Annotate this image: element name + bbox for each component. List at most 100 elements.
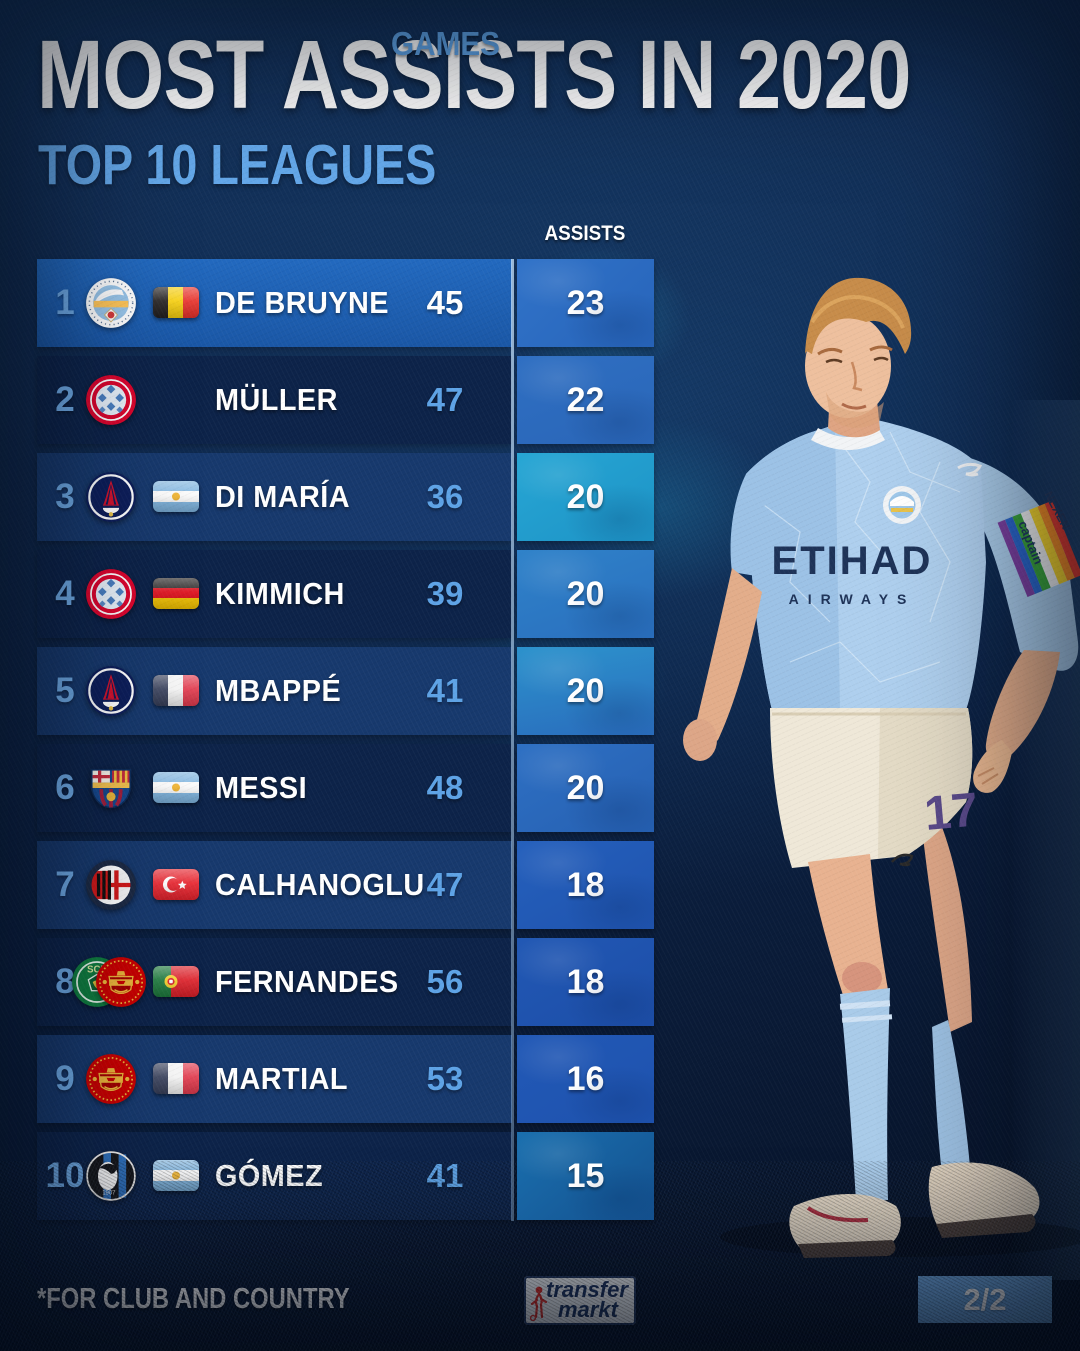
club-badge-barcelona [85, 762, 137, 814]
assists-value: 22 [566, 380, 605, 419]
assists-cell: 18 [517, 938, 654, 1026]
games-value: 47 [426, 381, 464, 418]
jersey-sponsor-subtext: AIRWAYS [789, 591, 916, 607]
rank-label: 7 [55, 865, 75, 904]
rank-label: 9 [55, 1059, 75, 1098]
puma-logo [957, 462, 983, 477]
jersey-sponsor-text: ETIHAD [772, 539, 933, 583]
captain-armband: captain [997, 500, 1080, 597]
assists-value: 18 [566, 865, 605, 904]
column-header-assists: ASSISTS [544, 222, 626, 245]
assists-cell: 15 [517, 1132, 654, 1220]
flag-france [153, 675, 199, 706]
flag-belgium [153, 287, 199, 318]
games-value: 53 [426, 1060, 464, 1097]
table-rows: 1 DE BRUYNE 45 23 2 MÜLLER 47 22 3 DI MA… [37, 259, 655, 1220]
assists-value: 18 [566, 962, 605, 1001]
assists-value: 20 [566, 768, 605, 807]
assists-value: 15 [566, 1156, 605, 1195]
club-badge-man-united [85, 1053, 137, 1105]
games-value: 41 [426, 672, 464, 709]
footnote: *FOR CLUB AND COUNTRY [37, 1283, 350, 1315]
table-row: 8 SCP FERNANDES 56 18 [37, 938, 655, 1026]
table-row: 1 DE BRUYNE 45 23 [37, 259, 655, 347]
flag-germany [153, 578, 199, 609]
assists-value: 16 [566, 1059, 605, 1098]
player-name: MARTIAL [215, 1061, 348, 1096]
club-badge-psg [85, 471, 137, 523]
assists-cell: 16 [517, 1035, 654, 1123]
table-row: 7 CALHANOGLU 47 18 [37, 841, 655, 929]
flag-argentina [153, 1160, 199, 1191]
flag-portugal [153, 966, 199, 997]
svg-text:SCP: SCP [87, 964, 108, 975]
player-photo: captain NEXEN [683, 277, 1080, 1258]
club-badges [85, 568, 137, 620]
club-badges: SCP [71, 956, 147, 1008]
player-name: KIMMICH [215, 576, 345, 611]
club-badges [85, 471, 137, 523]
table-row: 4 KIMMICH 39 20 [37, 550, 655, 638]
player-name: CALHANOGLU [215, 867, 425, 902]
rankings-table: 1 DE BRUYNE 45 23 2 MÜLLER 47 22 3 DI MA… [37, 259, 655, 1221]
assists-value: 20 [566, 477, 605, 516]
club-badge-bayern [85, 374, 137, 426]
assists-cell: 20 [517, 647, 654, 735]
club-badges: 1907 [85, 1150, 137, 1202]
games-value: 47 [426, 866, 464, 903]
player-name: GÓMEZ [215, 1158, 324, 1193]
player-name: MBAPPÉ [215, 673, 342, 708]
club-badge-atalanta: 1907 [85, 1150, 137, 1202]
assists-cell: 20 [517, 453, 654, 541]
games-value: 45 [426, 284, 464, 321]
table-row: 3 DI MARÍA 36 20 [37, 453, 655, 541]
shorts-puma-logo [891, 853, 914, 867]
games-value: 36 [426, 478, 464, 515]
flag-argentina [153, 772, 199, 803]
games-value: 41 [426, 1157, 464, 1194]
shorts-number: 17 [922, 784, 980, 841]
player-name: MESSI [215, 770, 308, 805]
table-row: 9 MARTIAL 53 16 [37, 1035, 655, 1123]
player-name: FERNANDES [215, 964, 399, 999]
club-badges [85, 762, 137, 814]
assists-value: 20 [566, 574, 605, 613]
club-badge-bayern [85, 568, 137, 620]
club-badge-man-united [95, 956, 147, 1008]
page-title: MOST ASSISTS IN 2020 [37, 20, 911, 129]
svg-text:1907: 1907 [102, 1190, 115, 1196]
sleeve-text: NEXEN [1041, 489, 1073, 532]
transfermarkt-logo: transfer markt [524, 1276, 636, 1325]
rank-label: 1 [55, 283, 75, 322]
club-badge-psg [85, 665, 137, 717]
page-indicator-badge: 2/2 [918, 1276, 1052, 1323]
club-badges [85, 665, 137, 717]
club-badges [85, 277, 137, 329]
assists-cell: 20 [517, 550, 654, 638]
club-crest [883, 486, 921, 524]
rank-label: 4 [55, 574, 75, 613]
games-value: 48 [426, 769, 464, 806]
player-name: MÜLLER [215, 382, 338, 417]
page-subtitle: TOP 10 LEAGUES [38, 133, 437, 197]
transfermarkt-wordmark: transfer markt [546, 1277, 628, 1323]
flag-argentina [153, 481, 199, 512]
column-header-games: GAMES [390, 25, 500, 62]
rank-label: 5 [55, 671, 75, 710]
assists-value: 23 [566, 283, 605, 322]
armband-text: captain [1015, 519, 1046, 567]
table-row: 2 MÜLLER 47 22 [37, 356, 655, 444]
club-badges [85, 374, 137, 426]
assists-cell: 20 [517, 744, 654, 832]
rank-label: 8 [55, 962, 75, 1001]
assists-value: 20 [566, 671, 605, 710]
games-value: 56 [426, 963, 464, 1000]
table-row: 6 MESSI 48 20 [37, 744, 655, 832]
rank-label: 3 [55, 477, 75, 516]
club-badge-milan [85, 859, 137, 911]
flag-france [153, 1063, 199, 1094]
table-row: 10 1907 GÓMEZ 41 15 [37, 1132, 655, 1220]
table-row: 5 MBAPPÉ 41 20 [37, 647, 655, 735]
assists-column-divider [511, 259, 514, 1221]
